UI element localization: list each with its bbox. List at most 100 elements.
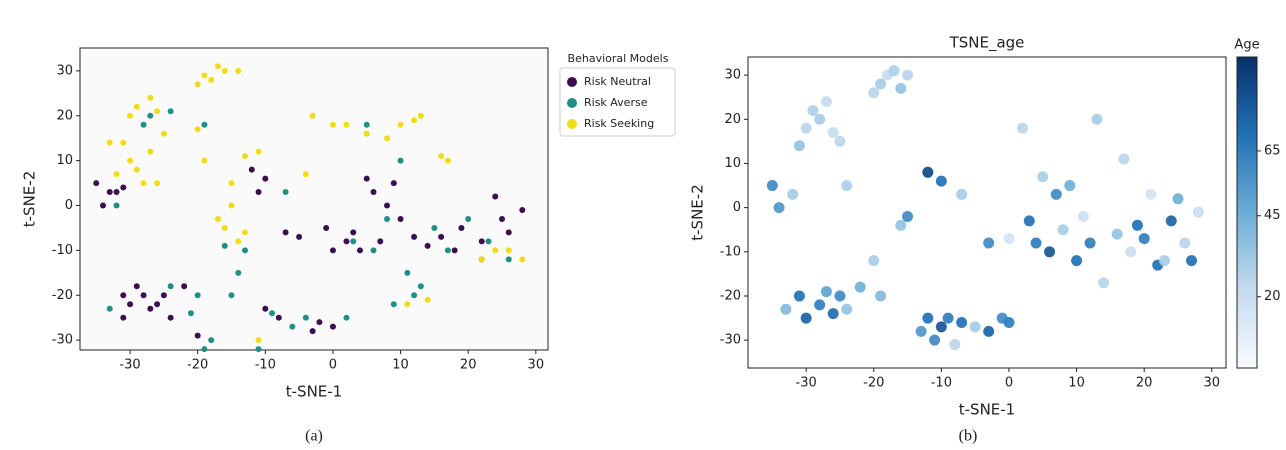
x-tick-label: -10: [255, 358, 276, 373]
point: [841, 303, 853, 315]
point: [1111, 228, 1123, 240]
point: [875, 290, 887, 302]
colorbar-tick-label: 20: [1264, 289, 1281, 304]
x-tick-label: 20: [460, 358, 477, 373]
point: [167, 108, 174, 115]
point: [1003, 233, 1015, 245]
point: [363, 175, 370, 182]
point: [942, 312, 954, 324]
y-tick-label: -10: [720, 244, 741, 259]
point: [935, 175, 947, 187]
legend-title: Behavioral Models: [568, 52, 669, 65]
point: [478, 256, 485, 263]
y-axis-label: t-SNE-2: [21, 171, 39, 227]
point: [929, 334, 941, 346]
point: [140, 292, 147, 299]
y-tick-label: 30: [724, 68, 741, 83]
point: [214, 215, 221, 222]
point: [343, 121, 350, 128]
point: [120, 292, 127, 299]
point: [1172, 193, 1184, 205]
point: [127, 301, 134, 308]
point: [411, 292, 418, 299]
point: [221, 224, 228, 231]
point: [438, 233, 445, 240]
point: [444, 247, 451, 254]
point: [106, 189, 113, 196]
point: [438, 153, 445, 160]
point: [201, 121, 208, 128]
colorbar-tick-label: 65: [1264, 143, 1281, 158]
y-tick-label: 0: [65, 198, 73, 213]
point: [411, 233, 418, 240]
point: [208, 337, 215, 344]
point: [1118, 153, 1130, 165]
plot-area: [747, 56, 1227, 369]
legend-marker: [567, 119, 577, 129]
point: [323, 224, 330, 231]
point: [127, 112, 134, 119]
point: [316, 319, 323, 326]
y-tick-label: -30: [52, 333, 73, 348]
point: [242, 247, 249, 254]
point: [140, 121, 147, 128]
point: [814, 299, 826, 311]
point: [404, 301, 411, 308]
point: [235, 238, 242, 245]
point: [417, 283, 424, 290]
caption: (a): [305, 428, 323, 445]
y-tick-label: 20: [56, 108, 73, 123]
point: [269, 310, 276, 317]
point: [956, 188, 968, 200]
point: [1145, 188, 1157, 200]
point: [248, 166, 255, 173]
point: [133, 103, 140, 110]
point: [275, 314, 282, 321]
point: [296, 233, 303, 240]
point: [820, 286, 832, 298]
point: [827, 308, 839, 320]
point: [160, 130, 167, 137]
point: [451, 247, 458, 254]
point: [1125, 246, 1137, 258]
point: [201, 72, 208, 79]
x-tick-label: 10: [392, 358, 409, 373]
point: [895, 219, 907, 231]
y-tick-label: -30: [720, 333, 741, 348]
point: [106, 139, 113, 146]
point: [309, 112, 316, 119]
point: [255, 189, 262, 196]
point: [915, 325, 927, 337]
point: [800, 312, 812, 324]
point: [404, 269, 411, 276]
point: [492, 247, 499, 254]
point: [154, 108, 161, 115]
point: [309, 328, 316, 335]
point: [499, 215, 506, 222]
point: [167, 314, 174, 321]
point: [1044, 246, 1056, 258]
point: [302, 314, 309, 321]
point: [93, 180, 100, 187]
point: [1071, 255, 1083, 267]
point: [397, 121, 404, 128]
y-tick-label: 10: [724, 156, 741, 171]
point: [99, 202, 106, 209]
point: [1057, 224, 1069, 236]
point: [262, 175, 269, 182]
point: [194, 332, 201, 339]
y-tick-label: -20: [52, 288, 73, 303]
point: [329, 247, 336, 254]
point: [1037, 171, 1049, 183]
point: [262, 305, 269, 312]
point: [1131, 219, 1143, 231]
point: [106, 305, 113, 312]
point: [922, 166, 934, 178]
point: [478, 238, 485, 245]
point: [1030, 237, 1042, 249]
x-axis-label: t-SNE-1: [286, 383, 342, 401]
point: [949, 339, 961, 351]
point: [868, 87, 880, 99]
legend-box: [559, 67, 676, 137]
